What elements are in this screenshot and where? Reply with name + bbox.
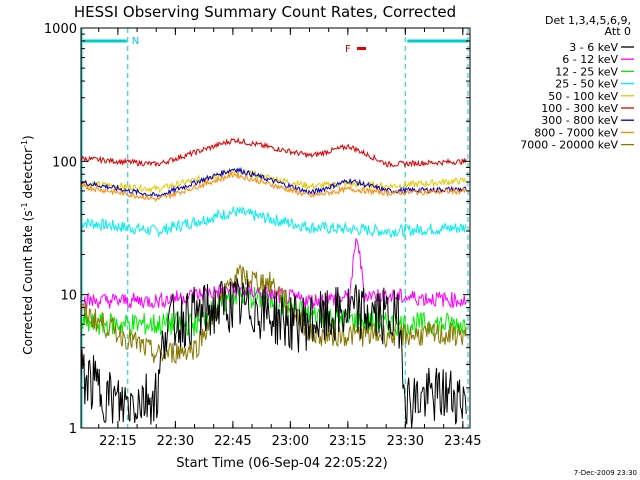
- chart-title: HESSI Observing Summary Count Rates, Cor…: [74, 3, 456, 21]
- y-axis-label: Corrected Count Rate (s-1 detector-1): [20, 135, 35, 354]
- flare-bar: [357, 47, 366, 50]
- series-line: [80, 137, 467, 168]
- y-tick-label: 100: [52, 155, 77, 170]
- y-tick-label: 1000: [44, 22, 77, 37]
- footer-date: 7-Dec-2009 23:30: [574, 469, 637, 477]
- y-tick-label: 1: [69, 422, 77, 437]
- legend-header: Att 0: [605, 25, 631, 38]
- legend-entry-label: 12 - 25 keV: [555, 65, 618, 78]
- x-tick-label: 23:00: [272, 434, 309, 449]
- legend-entry-label: 6 - 12 keV: [562, 53, 618, 66]
- flare-label: F: [345, 44, 351, 55]
- axes-layer: 1 10 100 1000 22:15 22:30 22:45 23:00 23:15 23:30…: [44, 22, 482, 449]
- series-line: [80, 263, 467, 365]
- x-tick-label: 23:15: [329, 434, 366, 449]
- x-axis-label: Start Time (06-Sep-04 22:05:22): [176, 456, 387, 471]
- plot-frame: [80, 27, 471, 429]
- night-label: N: [132, 36, 139, 47]
- series-line: [80, 238, 467, 309]
- series-line: [80, 172, 467, 203]
- x-tick-label: 22:30: [157, 434, 194, 449]
- legend-entry-label: 100 - 300 keV: [541, 102, 618, 115]
- legend-entry-label: 800 - 7000 keV: [534, 126, 618, 139]
- legend-header: Det 1,3,4,5,6,9,: [545, 14, 631, 27]
- x-tick-label: 22:45: [214, 434, 251, 449]
- legend-entry-label: 3 - 6 keV: [569, 41, 618, 54]
- series-line: [80, 166, 467, 199]
- legend-entry-label: 300 - 800 keV: [541, 114, 618, 127]
- legend-entry-label: 25 - 50 keV: [555, 78, 618, 91]
- night-markers: NF: [81, 28, 469, 428]
- series-line: [80, 205, 467, 239]
- legend-entry-label: 7000 - 20000 keV: [520, 139, 618, 152]
- x-tick-label: 23:45: [444, 434, 481, 449]
- y-tick-label: 10: [60, 289, 77, 304]
- series-line: [80, 167, 467, 194]
- series-layer: [80, 137, 467, 428]
- series-line: [80, 278, 467, 428]
- x-tick-label: 22:15: [99, 434, 136, 449]
- legend-entry-label: 50 - 100 keV: [548, 90, 618, 103]
- x-tick-label: 23:30: [387, 434, 424, 449]
